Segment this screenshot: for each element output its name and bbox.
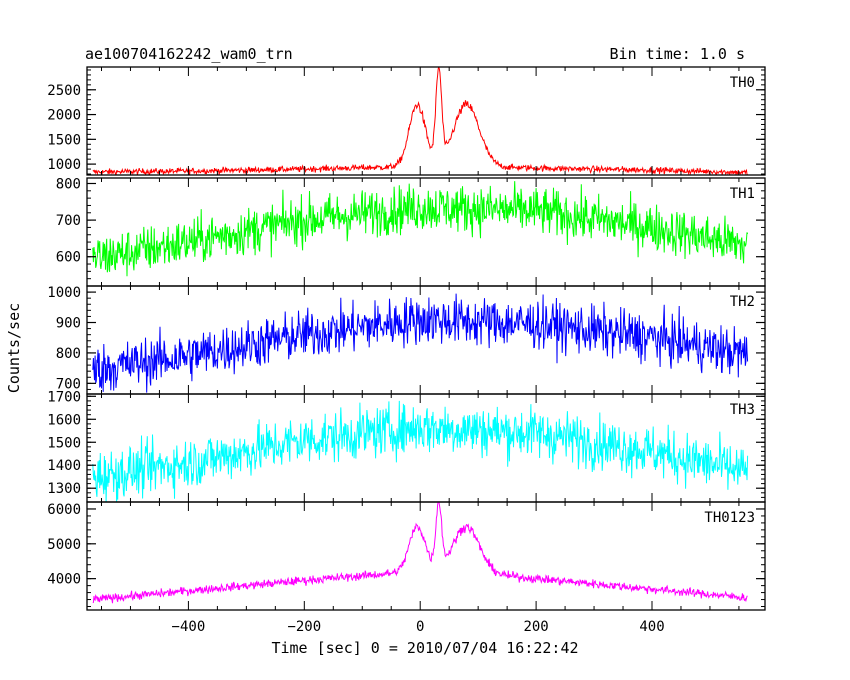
y-axis-title: Counts/sec — [5, 303, 23, 393]
x-tick-label: −200 — [287, 619, 321, 635]
panel-th0123: 4000 5000 6000 TH0123 — [47, 501, 766, 611]
panel-frame — [86, 501, 766, 611]
panel-label: TH0 — [730, 75, 755, 91]
y-tick-label: 1400 — [47, 458, 81, 474]
panel-th0: 1000 1500 2000 2500 TH0 — [47, 66, 766, 176]
y-tick-label: 4000 — [47, 572, 81, 588]
y-tick-label: 2000 — [47, 108, 81, 124]
x-tick-label: 200 — [523, 619, 548, 635]
y-tick-label: 900 — [56, 316, 81, 332]
x-axis: −400 −200 0 200 400 — [172, 619, 665, 635]
y-tick-label: 800 — [56, 346, 81, 362]
x-tick-label: −400 — [172, 619, 206, 635]
y-tick-label: 1000 — [47, 157, 81, 173]
series-line-th2 — [92, 293, 749, 393]
y-tick-label: 1500 — [47, 435, 81, 451]
panel-th1: 600 700 800 TH1 — [56, 176, 766, 287]
y-tick-label: 1600 — [47, 412, 81, 428]
y-tick-label: 1300 — [47, 481, 81, 497]
panel-th3: 1300 1400 1500 1600 1700 TH3 — [47, 389, 766, 503]
series-line-th3 — [92, 400, 749, 502]
y-tick-label: 5000 — [47, 537, 81, 553]
series-line-th0123 — [92, 502, 748, 604]
y-tick-label: 1000 — [47, 285, 81, 301]
panel-label: TH3 — [730, 402, 755, 418]
y-tick-label: 600 — [56, 250, 81, 266]
panel-label: TH1 — [730, 186, 755, 202]
x-axis-title: Time [sec] 0 = 2010/07/04 16:22:42 — [271, 639, 578, 657]
y-tick-label: 700 — [56, 213, 81, 229]
y-tick-label: 1500 — [47, 132, 81, 148]
panels-group: 1000 1500 2000 2500 TH0 600 700 800 TH1 700 800 900… — [47, 66, 766, 611]
panel-frame — [86, 66, 766, 176]
y-tick-label: 800 — [56, 176, 81, 192]
bin-time-label: Bin time: 1.0 s — [610, 45, 745, 63]
panel-label: TH2 — [730, 294, 755, 310]
x-tick-label: 400 — [639, 619, 664, 635]
y-tick-label: 6000 — [47, 502, 81, 518]
panel-label: TH0123 — [704, 510, 755, 526]
x-tick-label: 0 — [416, 619, 424, 635]
y-tick-label: 1700 — [47, 389, 81, 405]
series-line-th1 — [92, 181, 749, 277]
series-line-th0 — [92, 67, 748, 175]
panel-th2: 700 800 900 1000 TH2 — [47, 285, 766, 395]
chart-title: ae100704162242_wam0_trn — [85, 45, 293, 63]
y-tick-label: 700 — [56, 376, 81, 392]
y-tick-label: 2500 — [47, 83, 81, 99]
